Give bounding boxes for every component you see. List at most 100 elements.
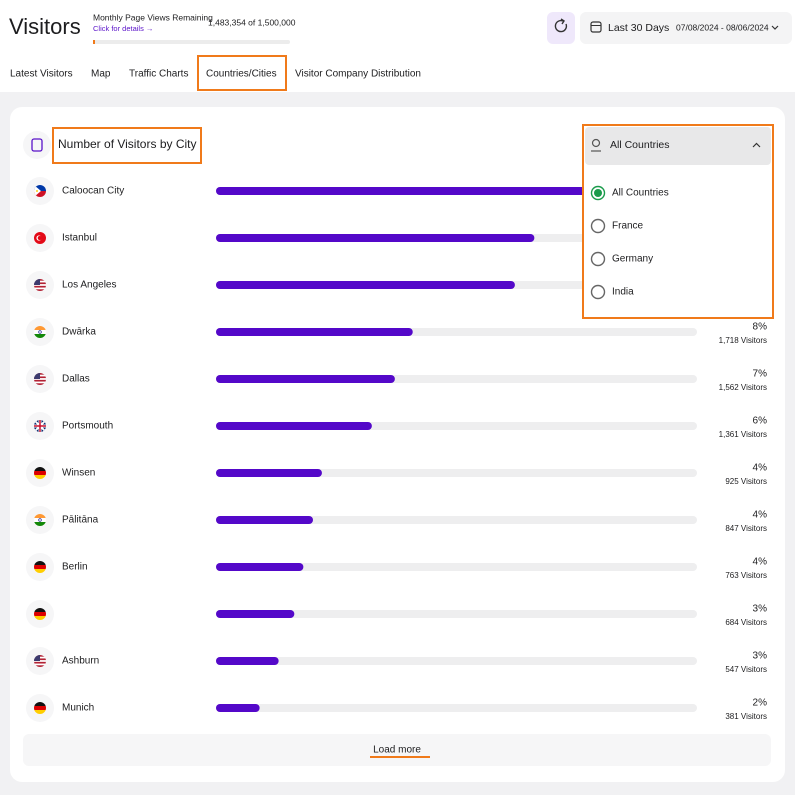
dropdown-header[interactable] xyxy=(585,127,771,165)
tab[interactable]: Countries/Cities xyxy=(206,69,277,80)
flag-band xyxy=(34,471,46,476)
bar xyxy=(216,469,322,477)
load-more-label[interactable]: Load more xyxy=(373,745,421,756)
quota-link[interactable]: Click for details → xyxy=(93,24,153,33)
flag-band xyxy=(34,663,46,666)
radio[interactable] xyxy=(590,251,606,267)
visitor-count: 847 Visitors xyxy=(725,524,767,533)
flag xyxy=(34,185,46,197)
radio[interactable] xyxy=(590,284,606,300)
flag-band xyxy=(34,616,46,620)
dropdown-option[interactable]: India xyxy=(612,287,634,298)
percent: 8% xyxy=(753,322,768,333)
flag xyxy=(34,702,46,714)
flag-band xyxy=(34,518,46,523)
dropdown-selected: All Countries xyxy=(610,139,670,151)
flag-band xyxy=(34,381,46,384)
dropdown-option[interactable]: France xyxy=(612,221,644,232)
flag xyxy=(34,373,46,385)
bar xyxy=(216,563,304,571)
bar-track xyxy=(216,610,697,618)
date-button[interactable] xyxy=(580,12,792,44)
percent: 7% xyxy=(753,369,768,380)
city-name: Berlin xyxy=(62,562,88,573)
highlight-active-tab xyxy=(197,55,287,91)
percent: 4% xyxy=(753,510,768,521)
highlight-title xyxy=(52,127,202,164)
bar xyxy=(216,234,535,242)
flag-wheel xyxy=(38,330,42,334)
radio[interactable] xyxy=(590,218,606,234)
flag-moon-cut xyxy=(37,235,42,241)
tab[interactable]: Latest Visitors xyxy=(10,69,73,80)
city-name: Caloocan City xyxy=(62,186,124,197)
visitor-count: 684 Visitors xyxy=(725,618,767,627)
tab[interactable]: Traffic Charts xyxy=(129,69,188,80)
dropdown-chevron xyxy=(752,142,761,148)
flag-band xyxy=(34,379,46,382)
card-title: Number of Visitors by City xyxy=(58,137,197,151)
bar xyxy=(216,610,295,618)
tab[interactable]: Map xyxy=(91,69,111,80)
bar xyxy=(216,187,591,195)
flag-band xyxy=(34,702,46,707)
flag-band xyxy=(34,287,46,290)
flag-band xyxy=(34,330,46,335)
quota-text: 1,483,354 of 1,500,000 xyxy=(208,17,296,27)
flag xyxy=(34,326,46,338)
flag-band xyxy=(34,326,46,331)
percent: 6% xyxy=(753,416,768,427)
dropdown-option[interactable]: Germany xyxy=(612,254,653,265)
flag-band xyxy=(34,569,46,573)
tab[interactable]: Visitor Company Distribution xyxy=(295,69,421,80)
flag-band xyxy=(34,289,46,291)
flag xyxy=(34,467,46,479)
flag-band xyxy=(34,514,46,519)
calendar-icon xyxy=(590,21,602,33)
refresh-button[interactable] xyxy=(547,12,575,44)
refresh-arrow xyxy=(560,18,565,25)
bar-track xyxy=(216,563,697,571)
flag-band xyxy=(34,710,46,714)
date-label: Last 30 Days xyxy=(608,22,669,34)
radio-dot xyxy=(594,189,602,197)
flag-cross-red xyxy=(34,420,46,432)
flag xyxy=(34,232,46,244)
flag xyxy=(34,608,46,620)
flag-band xyxy=(34,467,46,472)
refresh-icon xyxy=(554,19,568,33)
bar xyxy=(216,375,395,383)
city-name: Pālitāna xyxy=(62,515,99,526)
flag-band xyxy=(34,522,46,526)
city-name: Los Angeles xyxy=(62,280,117,291)
location-icon xyxy=(591,138,601,148)
city-name: Dwārka xyxy=(62,327,96,338)
percent: 3% xyxy=(753,604,768,615)
visitor-count: 1,718 Visitors xyxy=(719,336,767,345)
bar-track xyxy=(216,469,697,477)
dropdown-option[interactable]: All Countries xyxy=(612,188,669,199)
quota-label: Monthly Page Views Remaining xyxy=(93,12,213,22)
dropdown-options: All Countries France Germany India xyxy=(590,185,669,300)
city-name: Istanbul xyxy=(62,233,97,244)
flag-band xyxy=(34,612,46,617)
flag-canton xyxy=(34,373,40,379)
city-name: Winsen xyxy=(62,468,95,479)
flag-band xyxy=(34,378,46,381)
bar xyxy=(216,281,515,289)
percent: 4% xyxy=(753,557,768,568)
visitor-count: 1,562 Visitors xyxy=(719,383,767,392)
date-range: 07/08/2024 - 08/06/2024 xyxy=(676,22,769,32)
flag-band xyxy=(34,561,46,566)
bar xyxy=(216,704,260,712)
highlight-dropdown xyxy=(582,124,774,319)
load-more-button[interactable] xyxy=(23,734,771,766)
bar-track xyxy=(216,516,697,524)
percent: 3% xyxy=(753,651,768,662)
percent: 2% xyxy=(753,698,768,709)
tabs: Latest Visitors Map Traffic Charts Countrie… xyxy=(10,55,421,91)
flag-band xyxy=(34,565,46,570)
flag-band xyxy=(34,285,46,288)
flag-canton xyxy=(34,655,40,661)
